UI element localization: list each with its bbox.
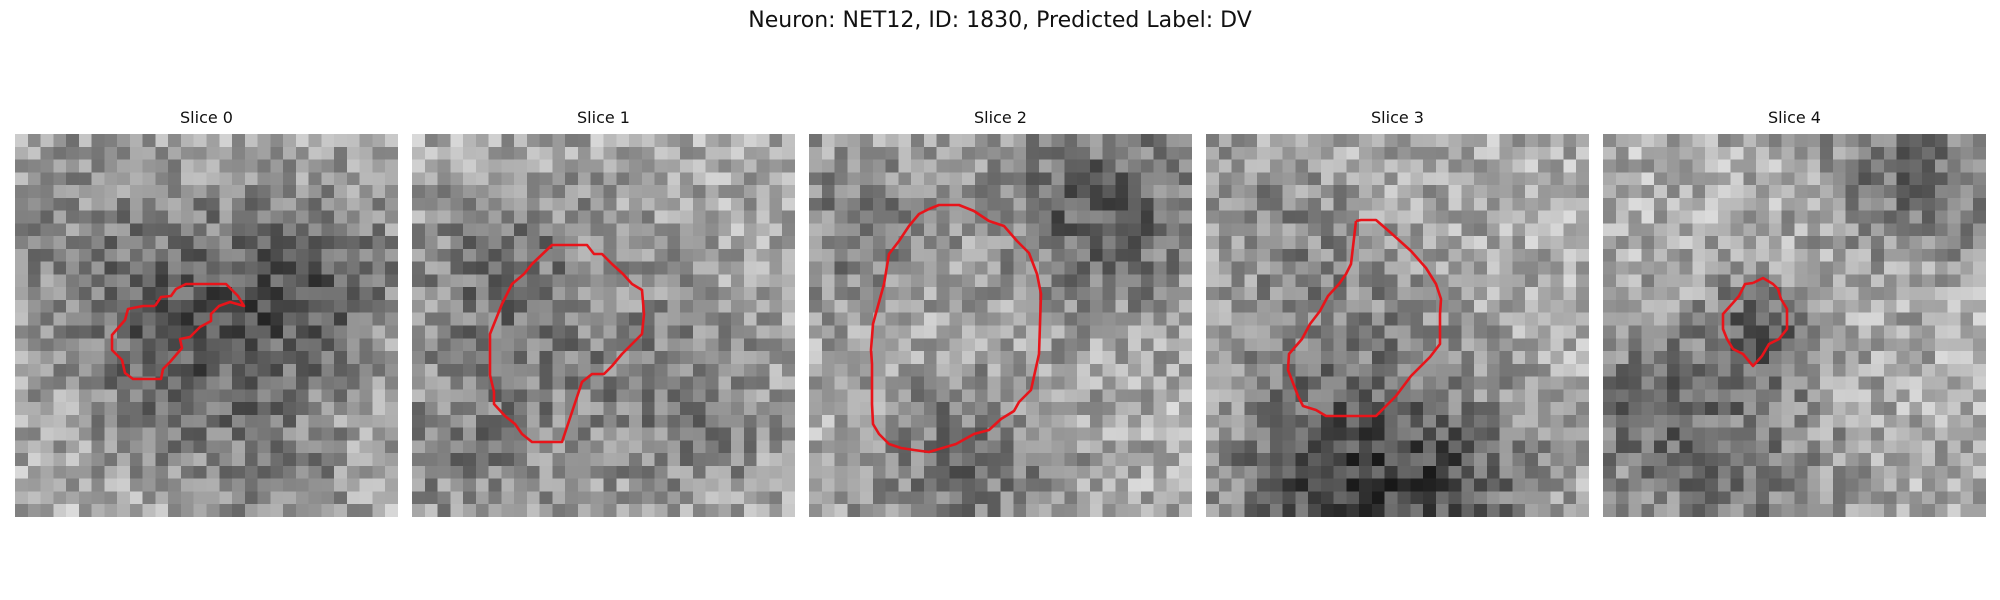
slice-panel-0: Slice 0 [15,108,398,517]
slice-image-3 [1206,134,1589,517]
slice-image-1 [412,134,795,517]
slice-panel-2: Slice 2 [809,108,1192,517]
slice-image-0 [15,134,398,517]
slice-panel-1: Slice 1 [412,108,795,517]
roi-contour-1 [488,243,646,444]
roi-contour-3 [1286,218,1443,418]
slice-title-4: Slice 4 [1768,108,1821,127]
slice-image-4 [1603,134,1986,517]
slice-panel-4: Slice 4 [1603,108,1986,517]
roi-contour-4 [1721,276,1789,368]
slice-title-0: Slice 0 [180,108,233,127]
slice-title-3: Slice 3 [1371,108,1424,127]
roi-contour-2 [869,203,1043,454]
slice-title-2: Slice 2 [974,108,1027,127]
roi-contour-0 [110,282,246,381]
slice-title-1: Slice 1 [577,108,630,127]
figure-title: Neuron: NET12, ID: 1830, Predicted Label… [748,8,1252,33]
slice-panel-3: Slice 3 [1206,108,1589,517]
